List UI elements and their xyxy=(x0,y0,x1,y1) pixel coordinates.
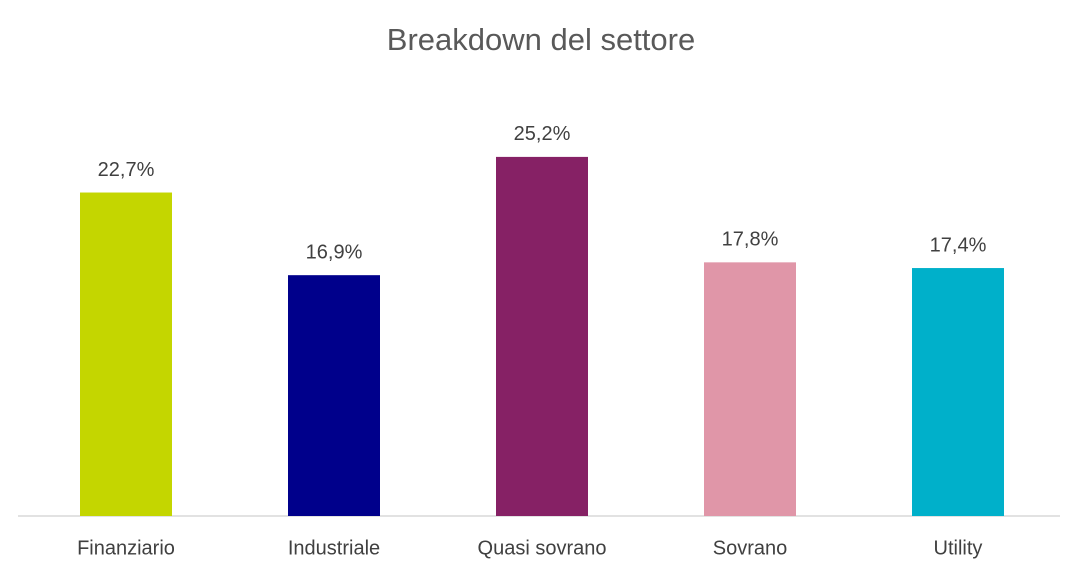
bar xyxy=(704,262,796,516)
x-tick-label: Quasi sovrano xyxy=(478,537,607,559)
bar xyxy=(288,275,380,516)
x-tick-label: Sovrano xyxy=(713,537,788,559)
value-label: 17,8% xyxy=(722,229,779,251)
chart-title: Breakdown del settore xyxy=(387,22,695,57)
value-label: 25,2% xyxy=(514,123,571,145)
bar xyxy=(80,192,172,516)
bar xyxy=(496,156,588,516)
value-label: 17,4% xyxy=(930,234,987,256)
x-tick-label: Utility xyxy=(934,537,983,559)
x-tick-label: Finanziario xyxy=(77,537,175,559)
value-label: 16,9% xyxy=(306,241,363,263)
value-label: 22,7% xyxy=(98,159,155,181)
bar xyxy=(912,268,1004,516)
x-tick-label: Industriale xyxy=(288,537,380,559)
